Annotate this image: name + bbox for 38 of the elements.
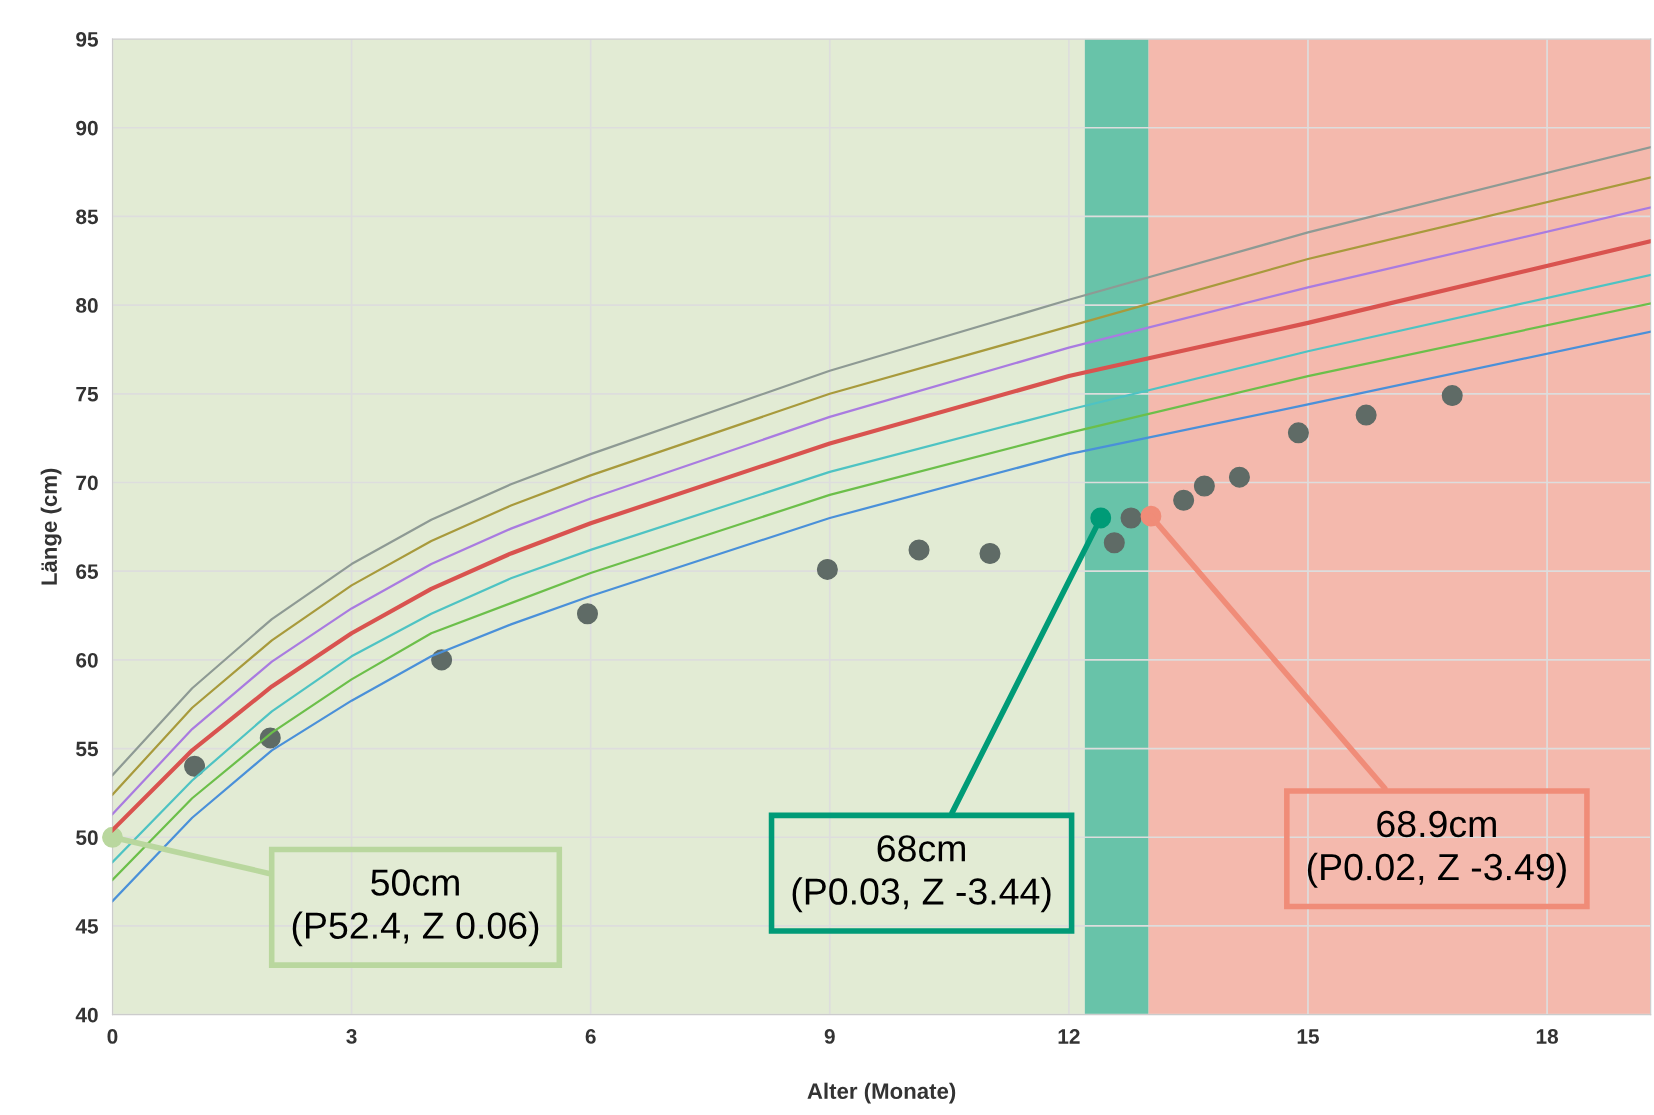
annotation: 50cm (P52.4, Z 0.06) bbox=[292, 869, 539, 947]
y-tick-label: 80 bbox=[76, 298, 98, 313]
point bbox=[1287, 422, 1309, 444]
point bbox=[576, 603, 599, 625]
y-tick-label: 60 bbox=[76, 652, 98, 668]
point bbox=[431, 649, 453, 671]
x-tick-label: 0 bbox=[107, 1029, 118, 1044]
x-tick-label: 6 bbox=[585, 1029, 596, 1044]
y-tick-label: 90 bbox=[76, 120, 98, 136]
y-axis-title: Länge (cm) bbox=[40, 468, 62, 585]
point bbox=[979, 542, 1001, 564]
point bbox=[1120, 507, 1142, 529]
point bbox=[184, 755, 206, 777]
y-tick-label: 65 bbox=[76, 564, 98, 579]
annotation: 68.9cm (P0.02, Z -3.49) bbox=[1307, 810, 1566, 888]
x-tick-label: 9 bbox=[824, 1029, 835, 1044]
point bbox=[908, 539, 930, 561]
y-tick-label: 55 bbox=[76, 741, 98, 757]
y-tick-label: 85 bbox=[76, 209, 98, 225]
point bbox=[816, 558, 838, 580]
x-axis-title: Alter (Monate) bbox=[807, 1082, 956, 1104]
x-tick-label: 3 bbox=[346, 1029, 357, 1044]
point bbox=[1355, 404, 1377, 426]
point bbox=[1193, 475, 1215, 497]
x-tick-label: 15 bbox=[1297, 1029, 1319, 1044]
y-tick-label: 95 bbox=[76, 32, 98, 47]
y-tick-label: 70 bbox=[76, 475, 98, 491]
y-tick-label: 75 bbox=[76, 387, 98, 402]
point bbox=[1103, 532, 1125, 554]
y-tick-label: 50 bbox=[76, 830, 98, 846]
x-tick-label: 18 bbox=[1536, 1029, 1559, 1044]
point bbox=[1173, 489, 1195, 511]
y-tick-label: 40 bbox=[75, 1007, 98, 1023]
annotation: 68cm (P0.03, Z -3.44) bbox=[792, 835, 1051, 913]
x-tick-label: 12 bbox=[1058, 1029, 1080, 1044]
point bbox=[1228, 466, 1250, 488]
point bbox=[1441, 385, 1463, 407]
y-tick-label: 45 bbox=[75, 919, 98, 934]
